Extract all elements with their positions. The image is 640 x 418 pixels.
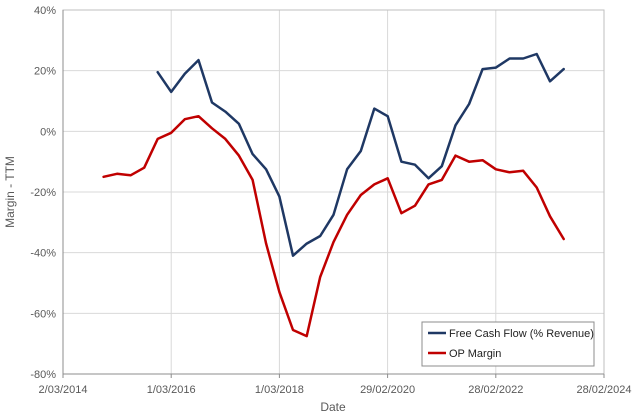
y-tick-label: 40% <box>34 5 56 17</box>
x-tick-label: 29/02/2020 <box>360 384 415 396</box>
y-tick-label: -80% <box>30 369 56 381</box>
legend: Free Cash Flow (% Revenue) OP Margin <box>421 321 595 367</box>
x-axis-title: Date <box>320 400 346 414</box>
legend-label-fcf: Free Cash Flow (% Revenue) <box>449 328 594 340</box>
y-tick-label: -20% <box>30 187 56 199</box>
gridlines <box>62 9 605 375</box>
legend-box <box>421 321 595 367</box>
y-tick-label: 0% <box>40 126 56 138</box>
x-axis-ticks: 2/03/2014 1/03/2016 1/03/2018 29/02/2020 28/… <box>39 374 632 396</box>
y-axis-title: Margin - TTM <box>3 156 17 228</box>
x-tick-label: 1/03/2016 <box>147 384 196 396</box>
legend-label-op-margin: OP Margin <box>449 348 501 360</box>
x-tick-label: 1/03/2018 <box>255 384 304 396</box>
y-tick-label: 20% <box>34 66 56 78</box>
series-line-fcf <box>156 52 565 257</box>
y-tick-label: -60% <box>30 308 56 320</box>
plot-area <box>62 9 605 375</box>
series-layer <box>102 52 565 338</box>
y-axis-ticks: 40% 20% 0% -20% -40% -60% -80% <box>30 5 56 381</box>
series-line-op-margin <box>102 114 565 338</box>
x-tick-label: 28/02/2024 <box>576 384 631 396</box>
y-tick-label: -40% <box>30 248 56 260</box>
x-tick-label: 28/02/2022 <box>468 384 523 396</box>
x-tick-label: 2/03/2014 <box>39 384 88 396</box>
